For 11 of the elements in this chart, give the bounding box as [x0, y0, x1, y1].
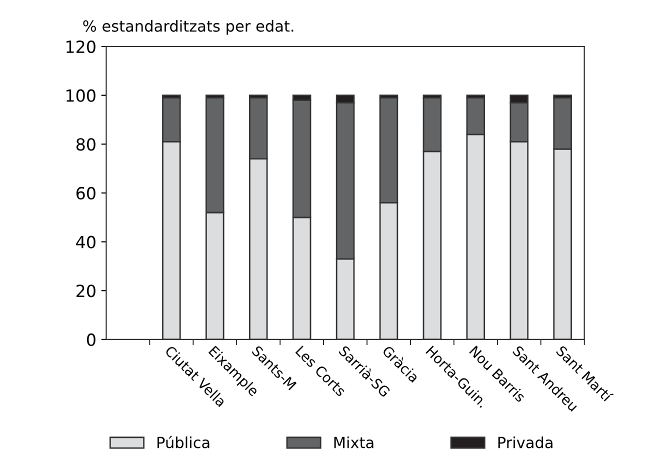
legend-label: Mixta	[334, 436, 374, 448]
legend-label: Pública	[158, 436, 210, 448]
y-tick-label: 120	[66, 40, 96, 54]
y-tick-label: 20	[76, 284, 96, 298]
y-tick-label: 100	[66, 89, 96, 102]
y-tick-label: 0	[87, 333, 96, 346]
y-axis-title: % estandarditzats per edat.	[83, 20, 294, 35]
y-tick-label: 40	[76, 236, 96, 248]
legend-label: Privada	[498, 436, 552, 448]
y-tick-label: 60	[76, 186, 96, 200]
y-tick-label: 80	[76, 138, 96, 151]
